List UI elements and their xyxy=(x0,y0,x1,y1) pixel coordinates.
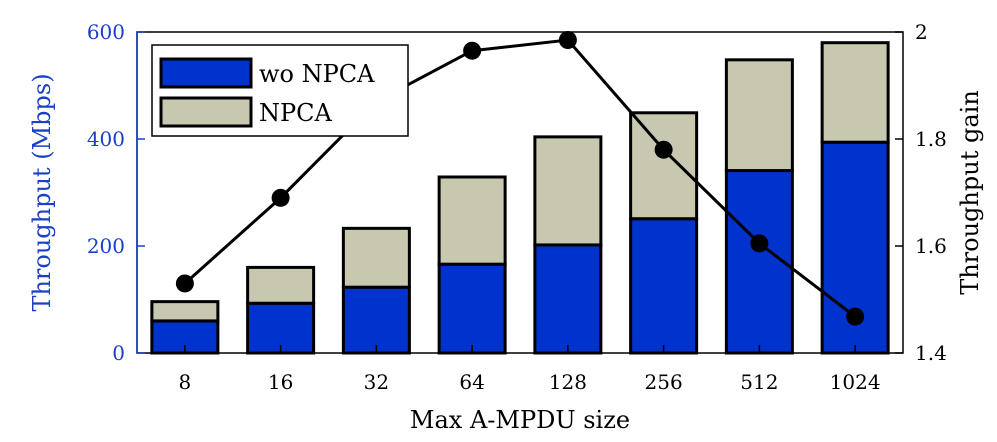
gain-point-8 xyxy=(175,274,194,293)
y-axis-title: Throughput (Mbps) xyxy=(28,73,56,311)
bar-wo-npca-16 xyxy=(246,301,316,355)
gain-point-16 xyxy=(271,188,290,207)
bar-npca-16 xyxy=(246,265,316,305)
legend-swatch-npca xyxy=(159,96,253,128)
y-tick-label-0: 0 xyxy=(112,341,125,365)
bar-npca-1024 xyxy=(820,41,890,144)
x-tick-label-64: 64 xyxy=(459,370,484,394)
bars-group xyxy=(150,41,890,355)
x-tick-label-16: 16 xyxy=(268,370,293,394)
x-tick-label-128: 128 xyxy=(549,370,587,394)
legend-label-wo-npca: wo NPCA xyxy=(259,60,375,88)
legend-swatch-wo-npca xyxy=(159,57,253,89)
gain-point-256 xyxy=(654,140,673,159)
y2-tick-label-1.8: 1.8 xyxy=(915,127,947,151)
bar-npca-64 xyxy=(437,175,507,266)
y-tick-label-400: 400 xyxy=(87,127,125,151)
bar-wo-npca-128 xyxy=(533,243,603,355)
bar-wo-npca-8 xyxy=(150,319,220,355)
gain-point-1024 xyxy=(846,307,865,326)
bar-npca-512 xyxy=(724,58,794,173)
bar-wo-npca-32 xyxy=(341,285,411,355)
x-tick-label-8: 8 xyxy=(179,370,192,394)
bar-npca-256 xyxy=(629,111,699,221)
y2-tick-label-1.4: 1.4 xyxy=(915,341,947,365)
y2-tick-label-2: 2 xyxy=(915,20,928,44)
bar-npca-8 xyxy=(150,300,220,323)
gain-point-128 xyxy=(558,31,577,50)
gain-point-512 xyxy=(750,234,769,253)
bar-npca-32 xyxy=(341,226,411,289)
gain-point-64 xyxy=(463,41,482,60)
x-axis-title: Max A-MPDU size xyxy=(410,406,630,434)
bar-wo-npca-64 xyxy=(437,262,507,355)
bar-wo-npca-256 xyxy=(629,217,699,355)
y2-tick-label-1.6: 1.6 xyxy=(915,234,947,258)
legend-label-npca: NPCA xyxy=(259,99,333,127)
gain-line xyxy=(183,38,857,318)
legend: wo NPCA NPCA xyxy=(151,44,409,137)
x-tick-label-32: 32 xyxy=(364,370,389,394)
x-tick-label-256: 256 xyxy=(645,370,683,394)
axes-group: 0 200 400 600 1.4 1.6 1.8 2 8 16 32 64 128 256 512 1024 xyxy=(87,20,947,394)
bar-npca-128 xyxy=(533,135,603,247)
x-tick-label-1024: 1024 xyxy=(830,370,881,394)
x-tick-label-512: 512 xyxy=(740,370,778,394)
y-tick-label-200: 200 xyxy=(87,234,125,258)
y-tick-label-600: 600 xyxy=(87,20,125,44)
y2-axis-title: Throughput gain xyxy=(956,90,984,295)
